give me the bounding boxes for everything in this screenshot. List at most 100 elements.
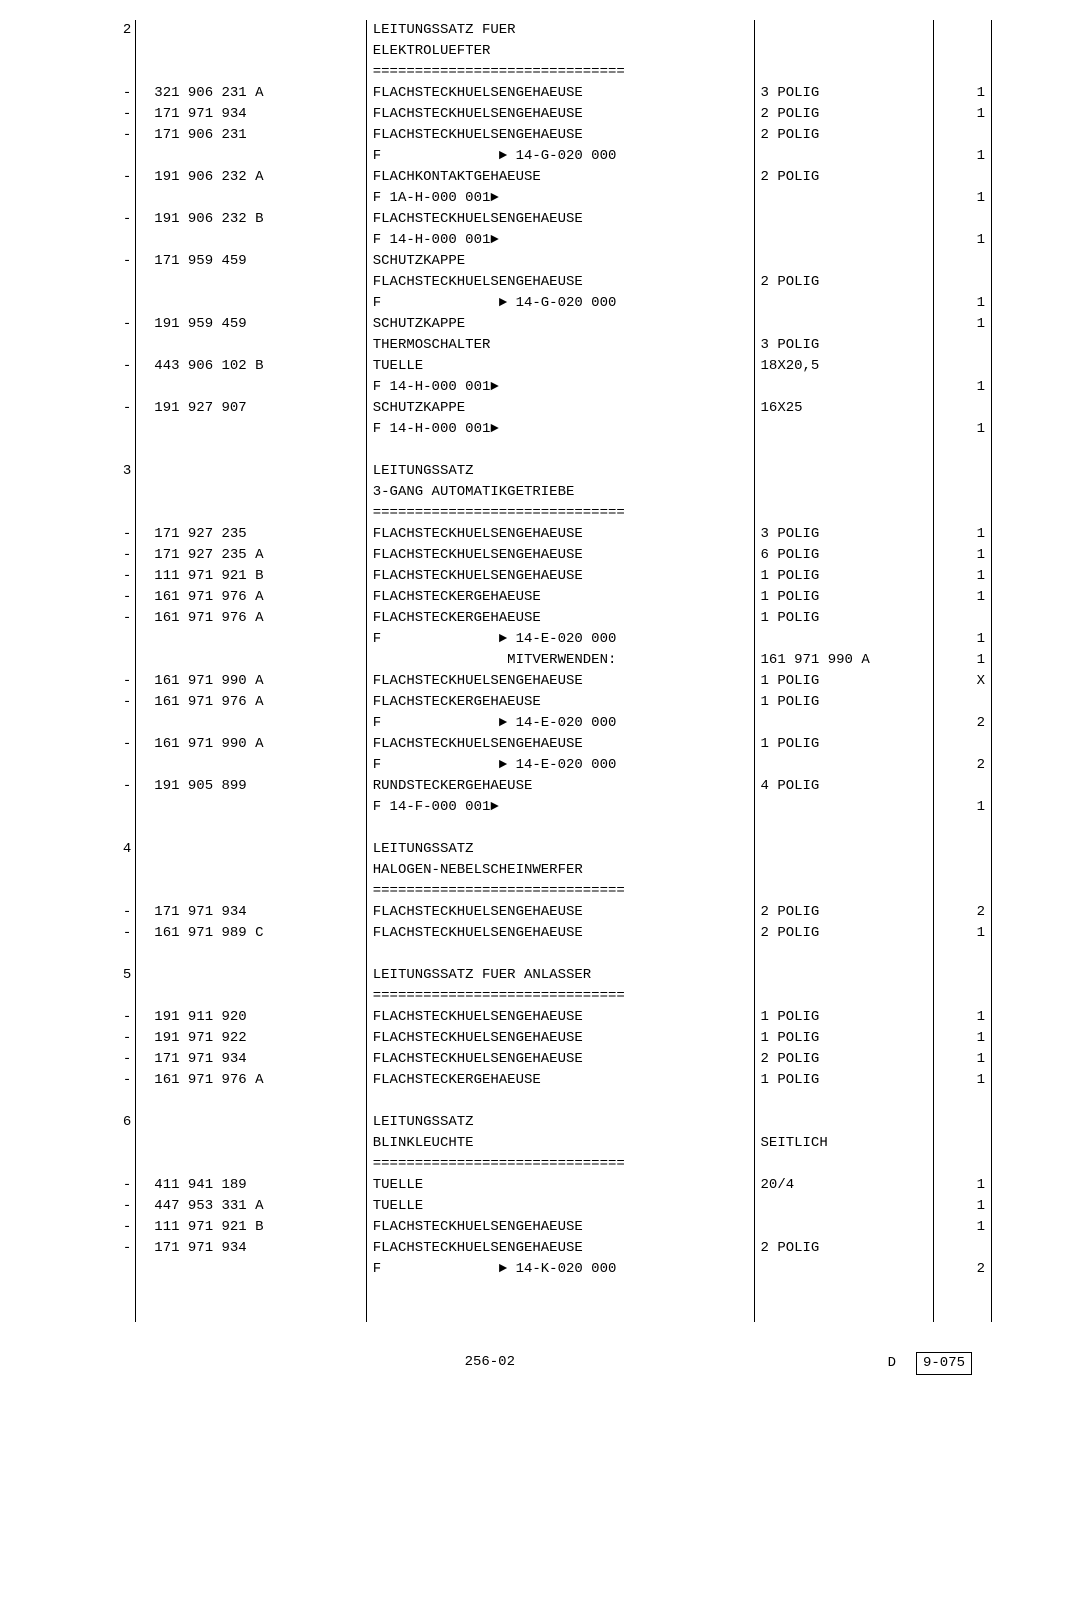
- page-footer: 256-02 D 9-075: [92, 1352, 992, 1375]
- table-row: -161 971 976 AFLACHSTECKERGEHAEUSE1 POLI…: [92, 1070, 992, 1091]
- cell-pos: -: [92, 902, 136, 923]
- cell-qty: 1: [933, 1049, 991, 1070]
- cell-part: 161 971 990 A: [136, 671, 366, 692]
- cell-qty: [933, 1154, 991, 1175]
- cell-pos: -: [92, 398, 136, 419]
- cell-pos: [92, 272, 136, 293]
- cell-part: 191 959 459: [136, 314, 366, 335]
- cell-pos: -: [92, 1238, 136, 1259]
- cell-qty: 1: [933, 1196, 991, 1217]
- cell-desc: [366, 818, 754, 839]
- cell-spec: [754, 482, 933, 503]
- cell-part: [136, 293, 366, 314]
- table-row: 2 LEITUNGSSATZ FUER: [92, 20, 992, 41]
- cell-part: 161 971 976 A: [136, 608, 366, 629]
- cell-qty: [933, 776, 991, 797]
- table-row: -161 971 976 AFLACHSTECKERGEHAEUSE1 POLI…: [92, 692, 992, 713]
- table-row: ==============================: [92, 986, 992, 1007]
- cell-pos: 2: [92, 20, 136, 41]
- cell-pos: [92, 860, 136, 881]
- cell-desc: ==============================: [366, 986, 754, 1007]
- table-row: ==============================: [92, 62, 992, 83]
- cell-desc: FLACHSTECKHUELSENGEHAEUSE: [366, 1238, 754, 1259]
- cell-pos: -: [92, 104, 136, 125]
- cell-spec: 20/4: [754, 1175, 933, 1196]
- cell-qty: 2: [933, 713, 991, 734]
- table-row: F ► 14-K-020 0002: [92, 1259, 992, 1280]
- table-row: -191 971 922FLACHSTECKHUELSENGEHAEUSE1 P…: [92, 1028, 992, 1049]
- cell-qty: [933, 734, 991, 755]
- cell-part: [136, 713, 366, 734]
- cell-desc: FLACHSTECKERGEHAEUSE: [366, 692, 754, 713]
- cell-desc: LEITUNGSSATZ FUER ANLASSER: [366, 965, 754, 986]
- cell-spec: [754, 986, 933, 1007]
- cell-desc: LEITUNGSSATZ: [366, 1112, 754, 1133]
- cell-qty: [933, 125, 991, 146]
- cell-desc: FLACHSTECKHUELSENGEHAEUSE: [366, 671, 754, 692]
- cell-spec: 2 POLIG: [754, 167, 933, 188]
- cell-pos: [92, 881, 136, 902]
- cell-pos: [92, 1154, 136, 1175]
- cell-pos: -: [92, 1028, 136, 1049]
- cell-desc: MITVERWENDEN:: [366, 650, 754, 671]
- cell-pos: -: [92, 1217, 136, 1238]
- parts-list-page: 2LEITUNGSSATZ FUERELEKTROLUEFTER========…: [92, 20, 992, 1375]
- cell-qty: 1: [933, 1070, 991, 1091]
- table-row: [92, 1091, 992, 1112]
- cell-part: [136, 860, 366, 881]
- cell-pos: -: [92, 1070, 136, 1091]
- table-row: -171 971 934FLACHSTECKHUELSENGEHAEUSE2 P…: [92, 104, 992, 125]
- cell-qty: 1: [933, 230, 991, 251]
- cell-pos: [92, 713, 136, 734]
- cell-pos: -: [92, 692, 136, 713]
- table-row: BLINKLEUCHTESEITLICH: [92, 1133, 992, 1154]
- cell-part: 191 906 232 B: [136, 209, 366, 230]
- cell-pos: -: [92, 776, 136, 797]
- cell-pos: 3: [92, 461, 136, 482]
- cell-part: 161 971 989 C: [136, 923, 366, 944]
- cell-qty: [933, 881, 991, 902]
- cell-desc: FLACHSTECKERGEHAEUSE: [366, 1070, 754, 1091]
- cell-qty: [933, 1112, 991, 1133]
- table-row: -171 927 235FLACHSTECKHUELSENGEHAEUSE3 P…: [92, 524, 992, 545]
- cell-desc: FLACHSTECKERGEHAEUSE: [366, 587, 754, 608]
- cell-desc: FLACHSTECKHUELSENGEHAEUSE: [366, 104, 754, 125]
- cell-spec: 6 POLIG: [754, 545, 933, 566]
- cell-part: [136, 146, 366, 167]
- table-row: THERMOSCHALTER3 POLIG: [92, 335, 992, 356]
- cell-pos: [92, 482, 136, 503]
- cell-spec: [754, 293, 933, 314]
- cell-spec: 2 POLIG: [754, 923, 933, 944]
- cell-part: 171 971 934: [136, 902, 366, 923]
- cell-pos: [92, 1133, 136, 1154]
- cell-qty: [933, 965, 991, 986]
- cell-desc: LEITUNGSSATZ FUER: [366, 20, 754, 41]
- cell-qty: [933, 1280, 991, 1301]
- cell-spec: [754, 20, 933, 41]
- cell-desc: F 14-H-000 001►: [366, 419, 754, 440]
- cell-part: [136, 230, 366, 251]
- cell-part: 447 953 331 A: [136, 1196, 366, 1217]
- cell-spec: 161 971 990 A: [754, 650, 933, 671]
- cell-desc: F 14-F-000 001►: [366, 797, 754, 818]
- cell-pos: -: [92, 1049, 136, 1070]
- cell-desc: FLACHSTECKHUELSENGEHAEUSE: [366, 125, 754, 146]
- cell-spec: 18X20,5: [754, 356, 933, 377]
- cell-part: [136, 797, 366, 818]
- cell-pos: 6: [92, 1112, 136, 1133]
- cell-desc: FLACHSTECKHUELSENGEHAEUSE: [366, 923, 754, 944]
- table-row: -191 959 459SCHUTZKAPPE1: [92, 314, 992, 335]
- cell-desc: FLACHSTECKHUELSENGEHAEUSE: [366, 1028, 754, 1049]
- cell-spec: 1 POLIG: [754, 566, 933, 587]
- cell-qty: 1: [933, 314, 991, 335]
- cell-pos: -: [92, 251, 136, 272]
- table-row: -161 971 990 AFLACHSTECKHUELSENGEHAEUSE1…: [92, 734, 992, 755]
- cell-part: 321 906 231 A: [136, 83, 366, 104]
- table-row: 3LEITUNGSSATZ: [92, 461, 992, 482]
- cell-part: [136, 1133, 366, 1154]
- cell-spec: [754, 965, 933, 986]
- cell-part: 191 906 232 A: [136, 167, 366, 188]
- cell-part: [136, 335, 366, 356]
- cell-spec: [754, 713, 933, 734]
- cell-spec: 1 POLIG: [754, 734, 933, 755]
